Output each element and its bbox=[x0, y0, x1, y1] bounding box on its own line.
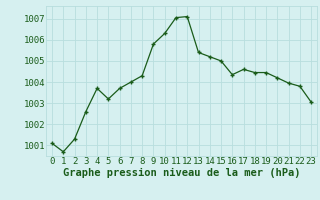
X-axis label: Graphe pression niveau de la mer (hPa): Graphe pression niveau de la mer (hPa) bbox=[63, 168, 300, 178]
